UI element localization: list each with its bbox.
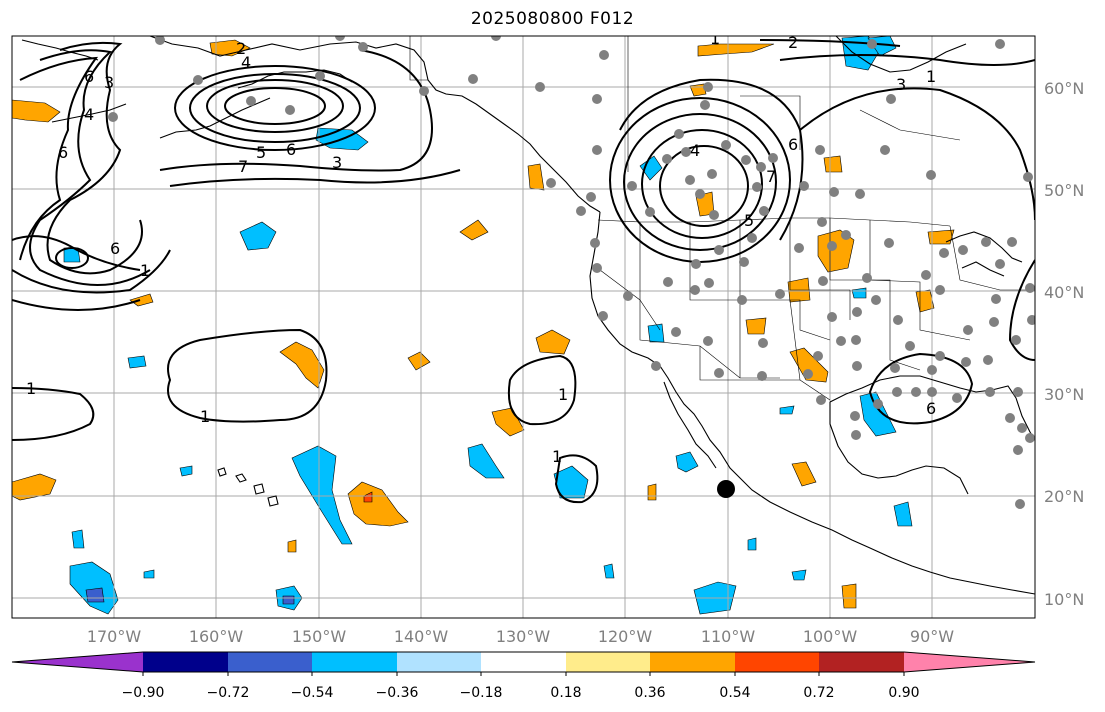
lon-label: 160°W (189, 627, 244, 646)
contour-label: 6 (926, 399, 936, 418)
colorbar-extend-max (904, 652, 1035, 672)
colorbar-segment (481, 652, 566, 672)
contour-label: 4 (84, 105, 94, 124)
colorbar-tick-label: 0.18 (550, 685, 581, 701)
lat-label: 20°N (1044, 487, 1084, 506)
contour-label: 4 (241, 53, 251, 72)
colorbar-tick-labels: −0.90 −0.72 −0.54 −0.36 −0.18 0.18 0.36 … (122, 685, 920, 701)
lat-label: 50°N (1044, 181, 1084, 200)
map-title: 2025080800 F012 (470, 9, 635, 29)
contour-label: 1 (710, 29, 720, 48)
contour-label: 1 (26, 379, 36, 398)
contour-label: 1 (926, 67, 936, 86)
contour-label: 2 (788, 33, 798, 52)
contour-value-labels: 2 4 6 3 4 6 5 6 3 7 6 1 1 1 1 1 2 1 3 4 … (26, 29, 936, 466)
colorbar-tick-label: −0.18 (460, 685, 503, 701)
contour-label: 1 (200, 407, 210, 426)
colorbar-tick-label: −0.54 (291, 685, 334, 701)
lat-label: 10°N (1044, 590, 1084, 609)
colorbar-tick-label: 0.36 (634, 685, 665, 701)
colorbar-segment (650, 652, 735, 672)
colorbar-tick-label: 0.54 (719, 685, 750, 701)
contour-label: 2 (236, 39, 246, 58)
colorbar-tick-label: −0.90 (122, 685, 165, 701)
map-frame (11, 35, 1036, 619)
lon-label: 120°W (598, 627, 653, 646)
colorbar-extend-min (12, 652, 143, 672)
contour-label: 3 (104, 73, 114, 92)
lat-label: 30°N (1044, 385, 1084, 404)
contour-label: 5 (256, 143, 266, 162)
lon-label: 130°W (496, 627, 551, 646)
reference-point-marker (717, 480, 735, 498)
contour-label: 7 (238, 157, 248, 176)
colorbar-segment (566, 652, 650, 672)
colorbar-segment (397, 652, 481, 672)
latitude-labels: 60°N 50°N 40°N 30°N 20°N 10°N (1044, 79, 1084, 609)
lon-label: 110°W (701, 627, 756, 646)
colorbar-ticks (142, 672, 905, 676)
lon-label: 170°W (87, 627, 142, 646)
longitude-labels: 170°W 160°W 150°W 140°W 130°W 120°W 110°… (87, 627, 954, 646)
colorbar-segment (819, 652, 904, 672)
contour-label: 3 (896, 75, 906, 94)
colorbar-segments (12, 652, 1035, 672)
colorbar-segment (143, 652, 228, 672)
shaded-field (12, 36, 955, 615)
contour-label: 1 (552, 447, 562, 466)
colorbar: −0.90 −0.72 −0.54 −0.36 −0.18 0.18 0.36 … (11, 651, 1036, 701)
lat-label: 60°N (1044, 79, 1084, 98)
station-markers (108, 36, 1035, 509)
contour-label: 1 (140, 261, 150, 280)
lat-label: 40°N (1044, 283, 1084, 302)
colorbar-tick-label: −0.36 (376, 685, 419, 701)
graticule (12, 36, 1035, 618)
contour-label: 6 (84, 67, 94, 86)
contour-label: 6 (110, 239, 120, 258)
contour-label: 6 (788, 135, 798, 154)
contour-label: 6 (286, 140, 296, 159)
coastlines (21, 36, 1035, 595)
contour-label: 4 (690, 141, 700, 160)
colorbar-tick-label: 0.72 (803, 685, 834, 701)
lon-label: 150°W (292, 627, 347, 646)
contour-label: 5 (744, 211, 754, 230)
contour-label: 7 (766, 167, 776, 186)
lon-label: 100°W (803, 627, 858, 646)
contour-label: 6 (58, 143, 68, 162)
lon-label: 90°W (910, 627, 954, 646)
colorbar-segment (735, 652, 819, 672)
lon-label: 140°W (394, 627, 449, 646)
colorbar-tick-label: −0.72 (207, 685, 250, 701)
colorbar-segment (228, 652, 312, 672)
colorbar-segment (312, 652, 397, 672)
contour-label: 3 (332, 153, 342, 172)
colorbar-tick-label: 0.90 (888, 685, 919, 701)
contour-label: 1 (558, 385, 568, 404)
